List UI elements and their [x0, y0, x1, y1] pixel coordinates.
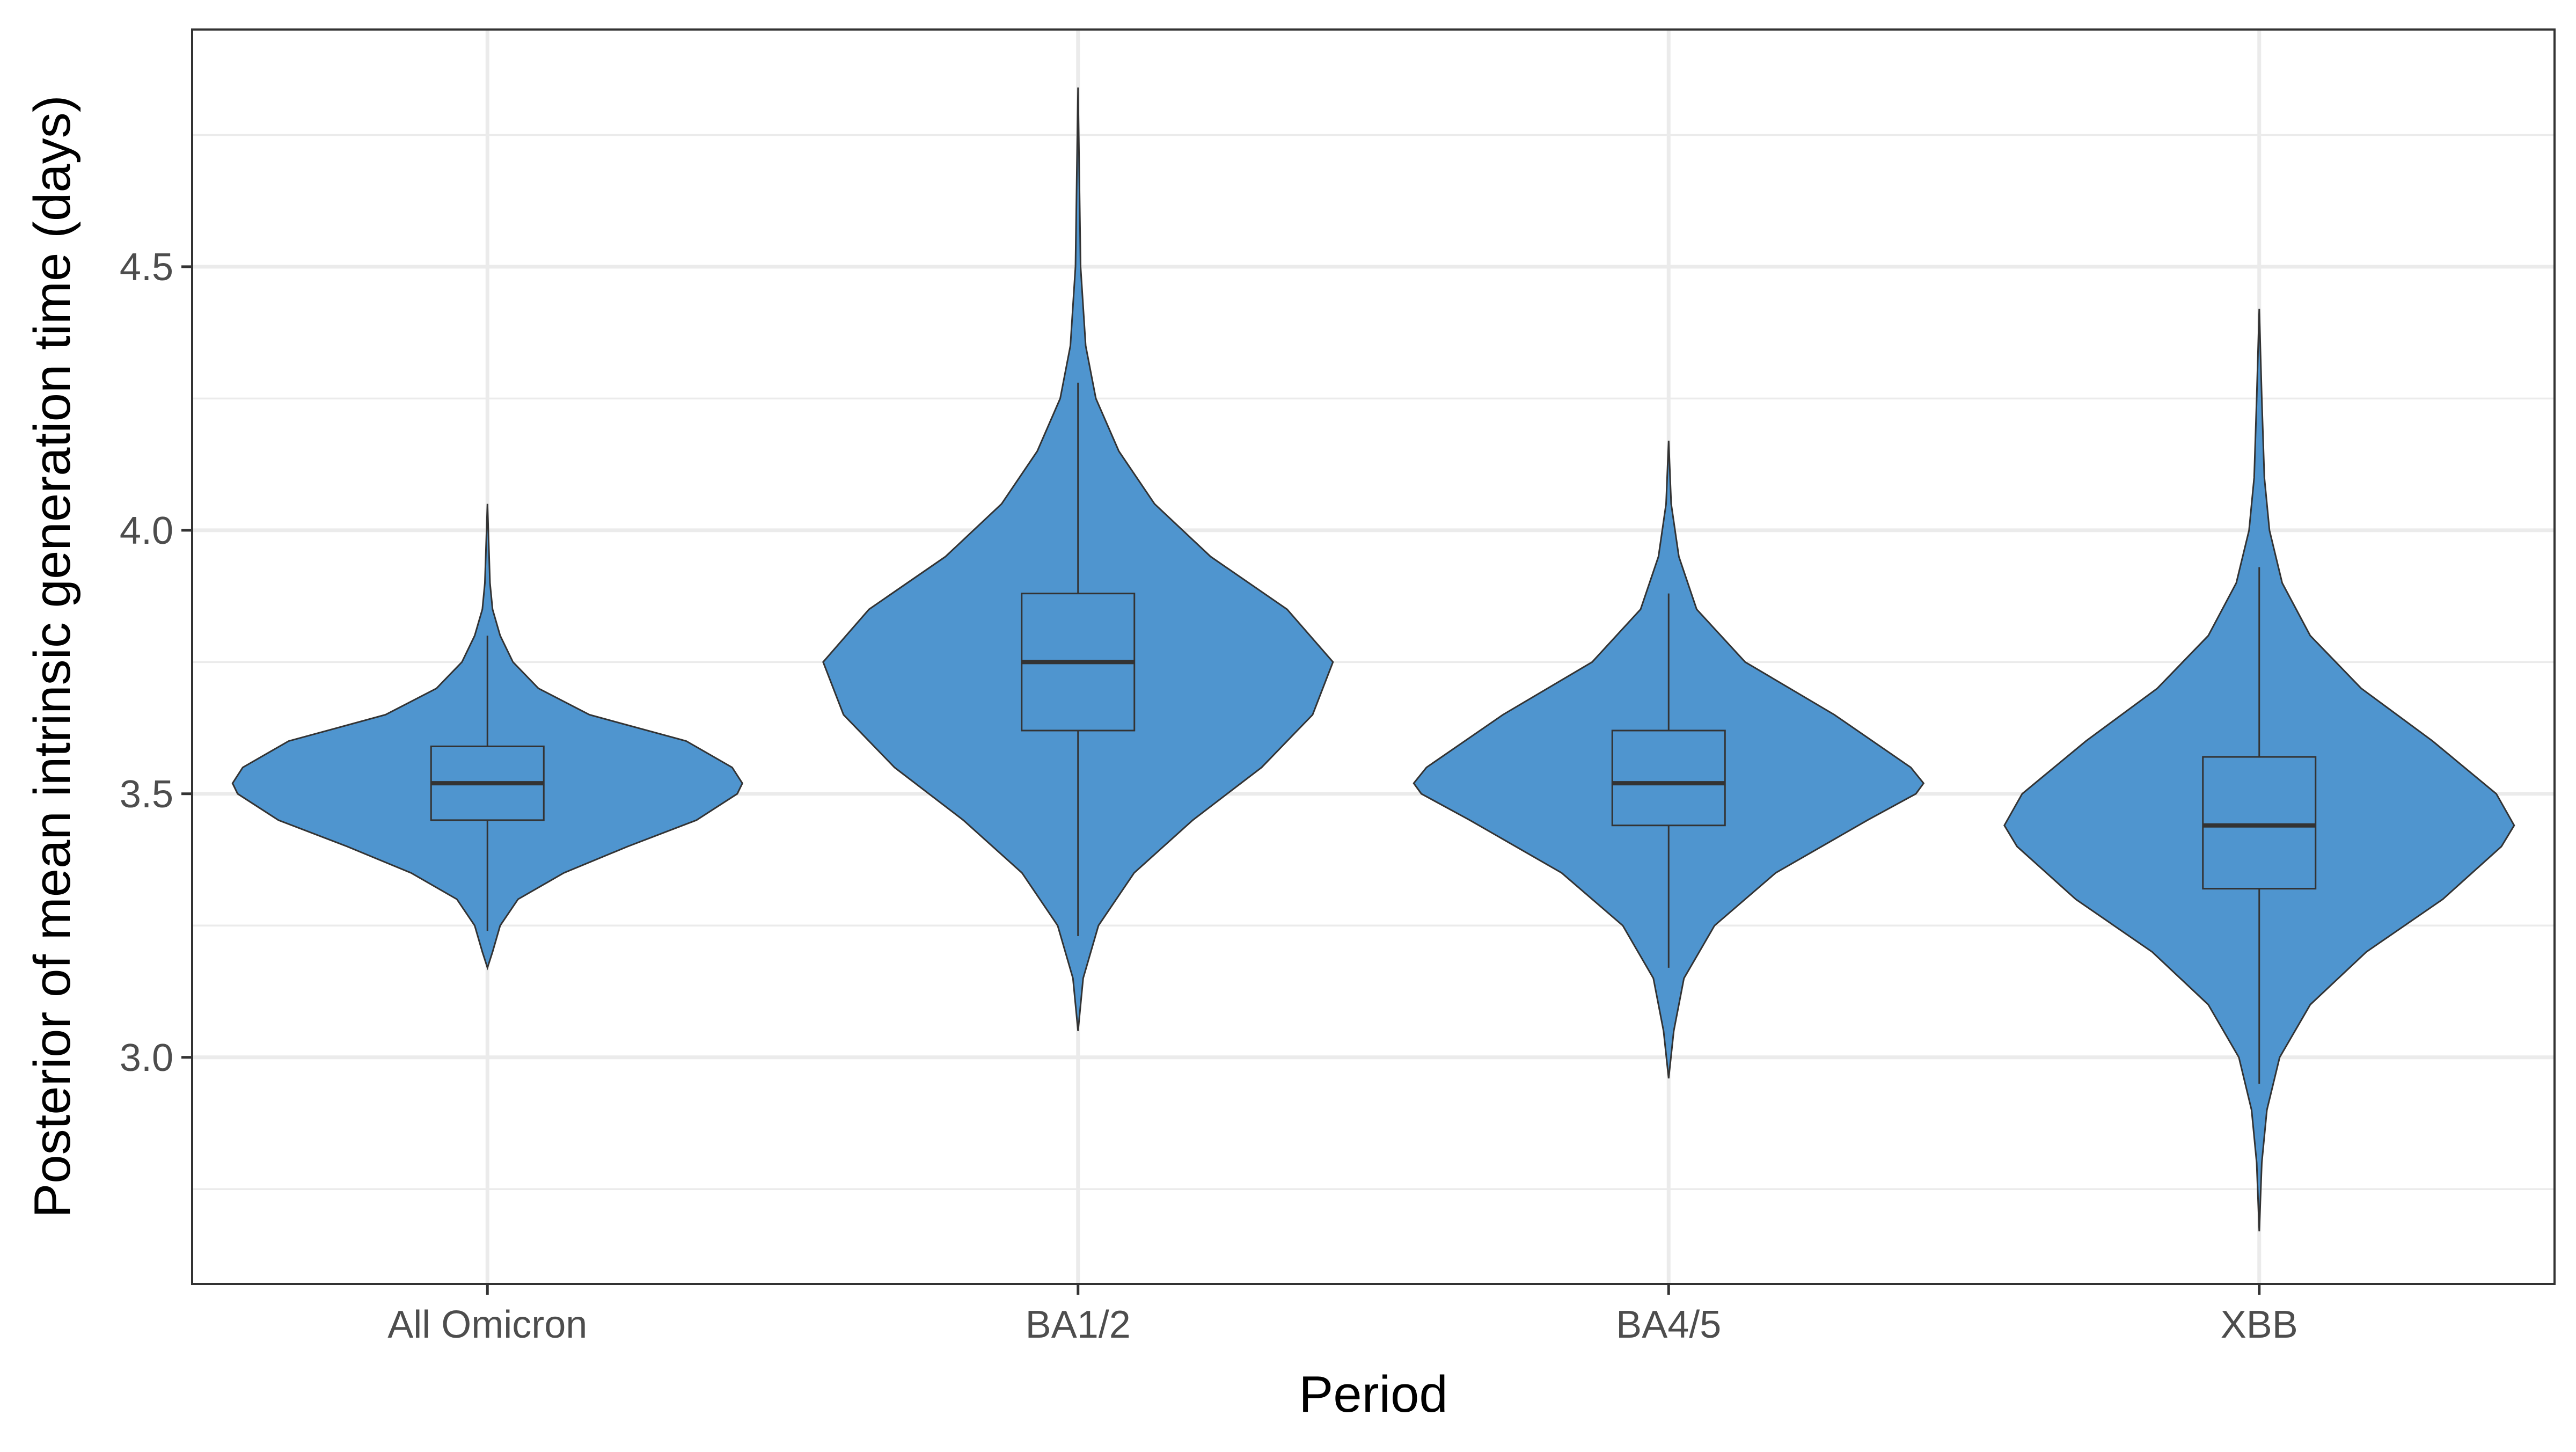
y-axis-title: Posterior of mean intrinsic generation t… — [24, 95, 81, 1218]
axes: 3.0 3.5 4.0 4.5 All Omicron BA1/2 BA4/5 XBB — [120, 246, 2298, 1346]
y-tick-label: 3.0 — [120, 1037, 173, 1079]
x-tick-label: BA4/5 — [1616, 1303, 1721, 1346]
y-tick-label: 4.5 — [120, 246, 173, 289]
x-tick-label: BA1/2 — [1026, 1303, 1131, 1346]
y-tick-label: 3.5 — [120, 773, 173, 816]
box-iqr — [2202, 756, 2317, 890]
y-tick-label: 4.0 — [120, 509, 173, 552]
violins — [231, 87, 2515, 1231]
x-axis-title: Period — [1299, 1366, 1448, 1423]
x-tick-label: All Omicron — [387, 1303, 587, 1346]
x-tick-label: XBB — [2221, 1303, 2298, 1346]
box-iqr — [1611, 729, 1726, 827]
plot-panel-border — [191, 28, 2556, 1285]
